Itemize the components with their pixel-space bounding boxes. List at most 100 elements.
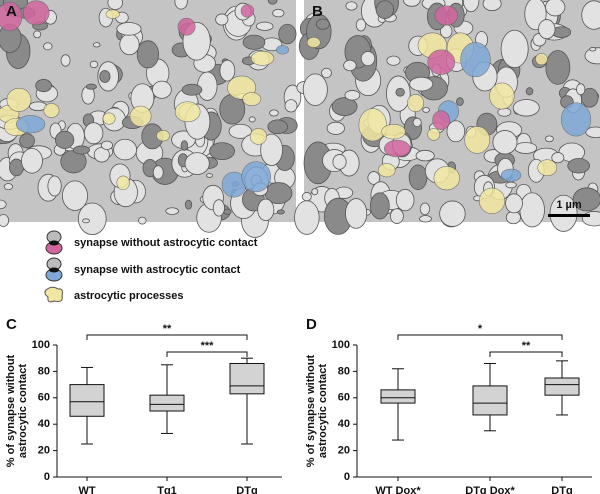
texture — [197, 71, 218, 101]
scale-bar — [548, 214, 590, 217]
texture — [33, 30, 42, 39]
texture — [116, 22, 142, 36]
em-image-a — [0, 0, 302, 238]
texture — [589, 47, 597, 52]
box — [380, 389, 416, 404]
texture — [567, 158, 590, 174]
stained-region — [0, 1, 23, 32]
texture — [500, 29, 529, 69]
stained-region — [250, 50, 275, 66]
texture — [165, 207, 179, 215]
stained-region — [535, 53, 548, 66]
texture — [512, 99, 540, 117]
texture — [422, 106, 430, 113]
texture — [107, 0, 123, 10]
texture — [395, 87, 405, 97]
stained-region — [129, 105, 152, 127]
stained-region — [433, 166, 460, 191]
y-tick-label: 100 — [332, 339, 350, 351]
texture — [412, 117, 422, 128]
texture — [119, 33, 140, 56]
stained-region — [242, 92, 262, 106]
texture — [360, 51, 376, 67]
stained-region — [276, 45, 289, 55]
texture — [301, 192, 312, 202]
em-image-b — [294, 0, 600, 235]
stained-region — [489, 82, 515, 110]
stained-region — [560, 102, 592, 137]
scale-bar-label: 1 µm — [556, 199, 582, 211]
texture — [439, 200, 466, 227]
texture — [390, 208, 404, 224]
texture — [83, 122, 104, 145]
texture — [345, 198, 368, 229]
texture — [60, 54, 71, 67]
texture — [505, 193, 523, 214]
texture — [332, 154, 347, 170]
significance-bracket — [397, 334, 563, 340]
significance-label: ** — [163, 323, 172, 335]
texture — [77, 202, 107, 235]
legend-icon — [45, 230, 63, 255]
texture — [180, 140, 189, 151]
texture — [212, 199, 225, 217]
texture — [0, 214, 10, 227]
stained-region — [358, 108, 387, 142]
box — [544, 377, 580, 396]
stained-region — [381, 123, 406, 140]
panel-label: C — [6, 316, 17, 333]
stained-region — [460, 42, 491, 78]
texture — [89, 60, 99, 69]
texture — [386, 55, 401, 66]
texture — [584, 47, 600, 65]
stained-region — [177, 17, 196, 36]
texture — [315, 18, 330, 30]
panel-label: D — [306, 316, 317, 333]
texture — [113, 138, 138, 161]
stained-region — [427, 49, 456, 75]
texture — [181, 83, 203, 96]
texture — [294, 200, 320, 235]
y-axis-label: astrocytic contact — [17, 364, 29, 458]
texture — [409, 76, 434, 92]
stained-region — [500, 168, 522, 182]
texture — [35, 79, 52, 93]
texture — [446, 120, 466, 143]
significance-label: *** — [201, 340, 215, 352]
texture — [278, 23, 297, 45]
y-axis-label: astrocytic contact — [317, 364, 329, 458]
y-tick-label: 20 — [338, 445, 350, 457]
texture — [497, 107, 512, 117]
texture — [276, 209, 285, 215]
legend-icon — [45, 257, 63, 282]
stained-region — [384, 139, 411, 158]
texture — [419, 202, 431, 216]
stained-region — [174, 101, 201, 123]
stained-region — [249, 128, 268, 145]
panel-label: A — [6, 3, 17, 20]
texture — [54, 130, 75, 149]
texture — [272, 8, 285, 18]
texture — [184, 152, 210, 175]
texture — [174, 0, 188, 10]
stained-region — [43, 103, 60, 118]
x-tick-label: DTg Dox* — [465, 485, 515, 494]
y-tick-label: 100 — [32, 339, 50, 351]
texture — [152, 165, 164, 180]
texture — [549, 194, 578, 232]
texture — [545, 0, 566, 17]
stained-region — [537, 159, 558, 177]
texture — [514, 142, 538, 154]
significance-label: * — [478, 323, 483, 335]
texture — [375, 0, 395, 19]
texture — [62, 180, 88, 211]
texture — [85, 83, 97, 90]
stained-region — [306, 36, 321, 48]
texture — [219, 59, 236, 82]
y-tick-label: 80 — [338, 365, 350, 377]
box — [472, 385, 508, 416]
stained-region — [478, 187, 506, 214]
stained-region — [427, 128, 441, 141]
texture — [408, 164, 428, 191]
